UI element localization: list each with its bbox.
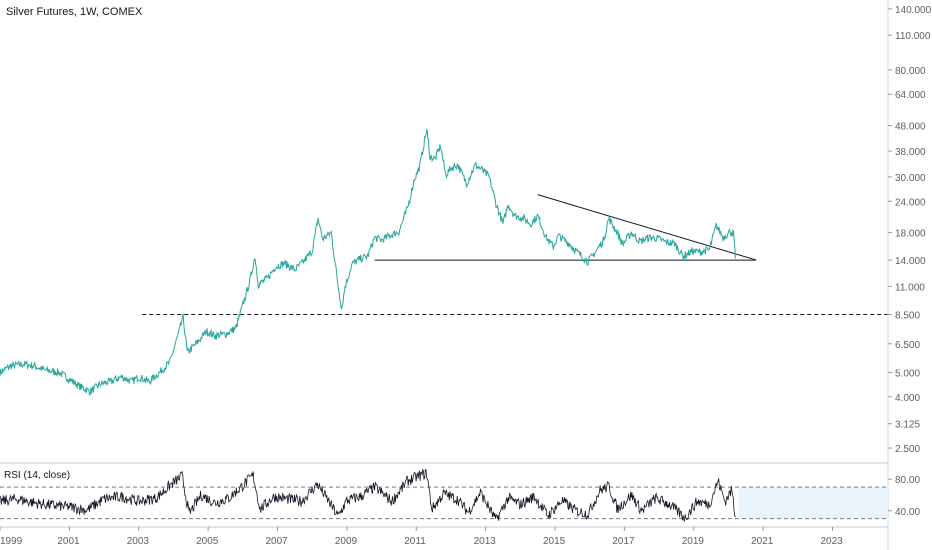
- price-tick-label: 24.000: [895, 197, 926, 208]
- price-tick-label: 6.500: [895, 340, 920, 351]
- time-tick-label: 2019: [682, 536, 705, 547]
- rsi-tick-label: 40.00: [895, 507, 920, 518]
- price-tick-label: 18.000: [895, 229, 926, 240]
- rsi-panel: RSI (14, close) 80.00 40.00: [0, 468, 920, 522]
- rsi-label: RSI (14, close): [4, 470, 70, 481]
- price-tick-label: 4.000: [895, 393, 920, 404]
- rsi-band-fill: [738, 487, 888, 519]
- descending-trendline: [537, 194, 757, 261]
- price-tick-label: 48.000: [895, 122, 926, 133]
- price-tick-label: 64.000: [895, 90, 926, 101]
- time-tick-label: 2011: [404, 536, 426, 547]
- price-tick-label: 80.000: [895, 66, 926, 77]
- price-tick-label: 3.125: [895, 420, 920, 431]
- time-tick-label: 2009: [335, 536, 358, 547]
- time-tick-label: 2001: [57, 536, 80, 547]
- price-tick-label: 38.000: [895, 147, 926, 158]
- time-tick-label: 1999: [0, 536, 23, 547]
- price-line: [0, 128, 736, 396]
- time-tick-label: 2007: [266, 536, 289, 547]
- time-tick-label: 2015: [543, 536, 566, 547]
- trend-annotations: [142, 194, 888, 316]
- time-tick-label: 2023: [821, 536, 844, 547]
- price-tick-label: 14.000: [895, 256, 926, 267]
- price-tick-label: 30.000: [895, 173, 926, 184]
- time-tick-label: 2013: [474, 536, 497, 547]
- price-tick-label: 2.500: [895, 444, 920, 455]
- time-tick-label: 2017: [612, 536, 635, 547]
- time-tick-label: 2005: [196, 536, 219, 547]
- rsi-line: [0, 468, 736, 522]
- price-series: [0, 128, 736, 396]
- time-tick-label: 2003: [127, 536, 150, 547]
- time-tick-label: 2021: [751, 536, 774, 547]
- chart-title: Silver Futures, 1W, COMEX: [6, 6, 143, 18]
- price-tick-label: 8.500: [895, 311, 920, 322]
- price-tick-label: 140.000: [895, 5, 932, 16]
- price-tick-label: 11.000: [895, 282, 925, 293]
- price-tick-label: 110.000: [895, 31, 931, 42]
- rsi-tick-label: 80.00: [895, 475, 920, 486]
- price-tick-label: 5.000: [895, 368, 920, 379]
- time-axis: 1999 2001 2003 2005 2007 2009 2011 2013 2015 2017…: [0, 527, 843, 547]
